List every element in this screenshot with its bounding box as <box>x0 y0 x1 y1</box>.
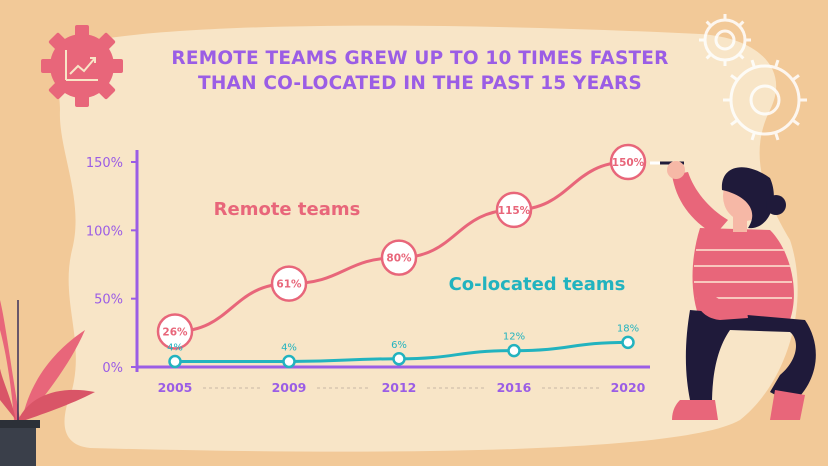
series-label-colocated: Co-located teams <box>449 274 626 295</box>
y-tick-label: 50% <box>94 293 123 308</box>
remote-data-label: 150% <box>612 157 645 169</box>
remote-data-label: 115% <box>498 205 531 217</box>
colocated-data-label: 6% <box>391 340 407 351</box>
line-chart: 0% 50% 100% 150% 2005 2009 2012 2016 2020 26% 61% 8… <box>86 143 650 395</box>
colocated-point <box>392 352 406 366</box>
chart-gear-icon <box>41 25 123 107</box>
outline-gears-icon <box>699 14 807 141</box>
background-panel <box>53 25 798 452</box>
colocated-data-label: 4% <box>281 343 297 354</box>
x-tick-label: 2009 <box>272 380 307 395</box>
x-tick-label: 2005 <box>158 380 193 395</box>
x-tick-label: 2012 <box>382 380 417 395</box>
colocated-point <box>282 354 296 369</box>
colocated-data-label: 4% <box>167 343 183 354</box>
colocated-point <box>621 335 635 350</box>
remote-point <box>270 265 308 302</box>
series-label-remote: Remote teams <box>214 199 361 220</box>
x-tick-label: 2016 <box>497 380 532 395</box>
y-tick-label: 150% <box>86 156 123 171</box>
remote-point <box>495 191 533 229</box>
remote-data-label: 61% <box>276 279 302 291</box>
person-illustration <box>650 161 816 420</box>
remote-point <box>156 313 194 350</box>
plant-illustration <box>0 300 95 466</box>
colocated-point <box>507 343 521 358</box>
chart-title-line-1: REMOTE TEAMS GREW UP TO 10 TIMES FASTER <box>171 48 669 69</box>
colocated-data-label: 12% <box>503 332 525 343</box>
colocated-data-label: 18% <box>617 323 639 334</box>
colocated-point <box>168 354 182 369</box>
remote-point <box>380 239 418 276</box>
y-tick-label: 0% <box>102 361 123 376</box>
y-tick-label: 100% <box>86 224 123 239</box>
remote-data-label: 26% <box>162 326 188 338</box>
remote-data-label: 80% <box>386 253 412 265</box>
x-tick-label: 2020 <box>611 380 646 395</box>
chart-title-line-2: THAN CO-LOCATED IN THE PAST 15 YEARS <box>198 73 642 94</box>
remote-point <box>609 143 647 181</box>
